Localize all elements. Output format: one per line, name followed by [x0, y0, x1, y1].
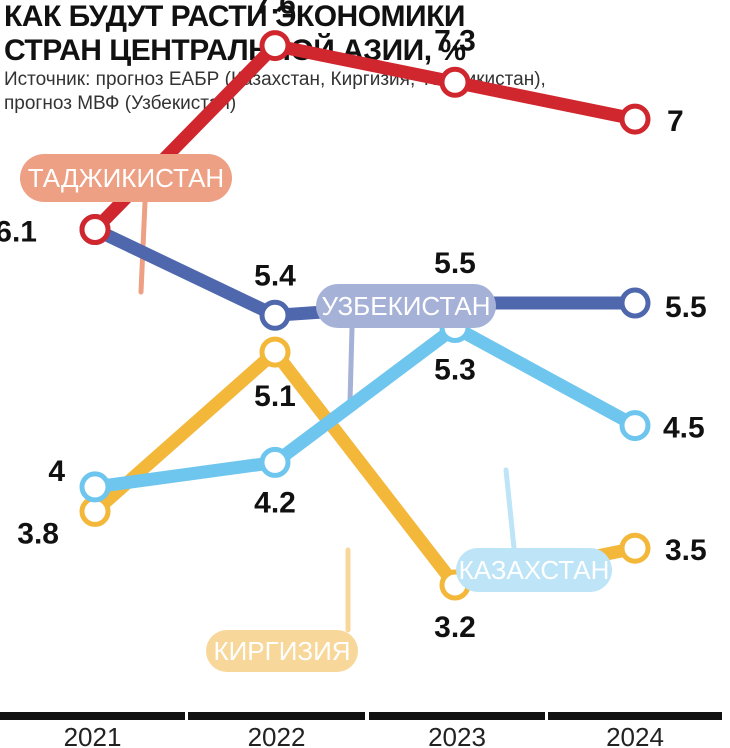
kazakhstan-point-2022 — [259, 446, 291, 478]
uzbekistan-data-label-2022: 5.4 — [254, 259, 296, 292]
uzbekistan-point-2022 — [259, 299, 291, 331]
tajikistan-data-label-2023: 7.3 — [434, 24, 476, 57]
tajikistan-point-2023 — [439, 66, 471, 98]
x-axis-segment-2021 — [0, 712, 185, 720]
kazakhstan-series-line — [88, 321, 642, 494]
uzbekistan-callout-box — [316, 284, 496, 328]
tajikistan-callout-box — [20, 154, 232, 202]
tajikistan-callout-label: ТАДЖИКИСТАН — [28, 163, 224, 193]
kyrgyzstan-data-label-2022: 5.1 — [254, 380, 296, 413]
tajikistan-point-2022 — [259, 30, 291, 62]
tajikistan-point-2024 — [619, 103, 651, 135]
chart-title-line1: КАК БУДУТ РАСТИ ЭКОНОМИКИ — [4, 0, 465, 33]
kazakhstan-data-label-2024: 4.5 — [663, 412, 705, 445]
kazakhstan-callout-box — [456, 548, 612, 592]
x-axis-segment-2022 — [188, 712, 365, 720]
kyrgyzstan-point-2024 — [619, 532, 651, 564]
x-tick-label-2021: 2021 — [64, 722, 122, 748]
tajikistan-data-label-2022: 7.6 — [254, 0, 296, 21]
tajikistan-series-line — [88, 39, 642, 236]
x-tick-label-2024: 2024 — [606, 722, 664, 748]
uzbekistan-point-2024 — [619, 287, 651, 319]
kazakhstan-data-label-2022: 4.2 — [254, 486, 296, 519]
uzbekistan-data-label-2023: 5.5 — [434, 247, 476, 280]
kazakhstan-point-2024 — [619, 410, 651, 442]
kyrgyzstan-callout-label: КИРГИЗИЯ — [213, 636, 350, 666]
tajikistan-point-2021 — [79, 214, 111, 245]
chart-title: КАК БУДУТ РАСТИ ЭКОНОМИКИ СТРАН ЦЕНТРАЛЬ… — [4, 0, 466, 68]
x-axis-segment-2024 — [548, 712, 722, 720]
chart-title-line2: СТРАН ЦЕНТРАЛЬНОЙ АЗИИ, % — [4, 34, 466, 67]
kazakhstan-callout-leader — [503, 467, 517, 551]
uzbekistan-callout-label: УЗБЕКИСТАН — [322, 291, 491, 321]
kyrgyzstan-data-label-2024: 3.5 — [665, 534, 707, 567]
tajikistan-data-label-2021: 6.1 — [0, 215, 37, 248]
uzbekistan-callout-leader — [347, 325, 355, 405]
uzbekistan-data-label-2024: 5.5 — [665, 291, 707, 324]
kyrgyzstan-callout-box — [206, 630, 358, 672]
kyrgyzstan-data-label-2023: 3.2 — [434, 611, 476, 644]
kazakhstan-data-label-2021: 4 — [48, 455, 65, 488]
kazakhstan-callout-label: КАЗАХСТАН — [459, 555, 610, 585]
kazakhstan-point-2021 — [79, 471, 111, 503]
tajikistan-data-label-2024: 7 — [667, 105, 684, 138]
kyrgyzstan-point-2022 — [259, 336, 291, 368]
chart-subtitle-line2: прогноз МВФ (Узбекистан) — [4, 93, 237, 114]
kazakhstan-data-label-2023: 5.3 — [434, 354, 476, 387]
x-tick-label-2023: 2023 — [428, 722, 486, 748]
x-axis-segment-2023 — [369, 712, 545, 720]
kyrgyzstan-data-label-2021: 3.8 — [17, 517, 59, 550]
x-tick-label-2022: 2022 — [248, 722, 306, 748]
